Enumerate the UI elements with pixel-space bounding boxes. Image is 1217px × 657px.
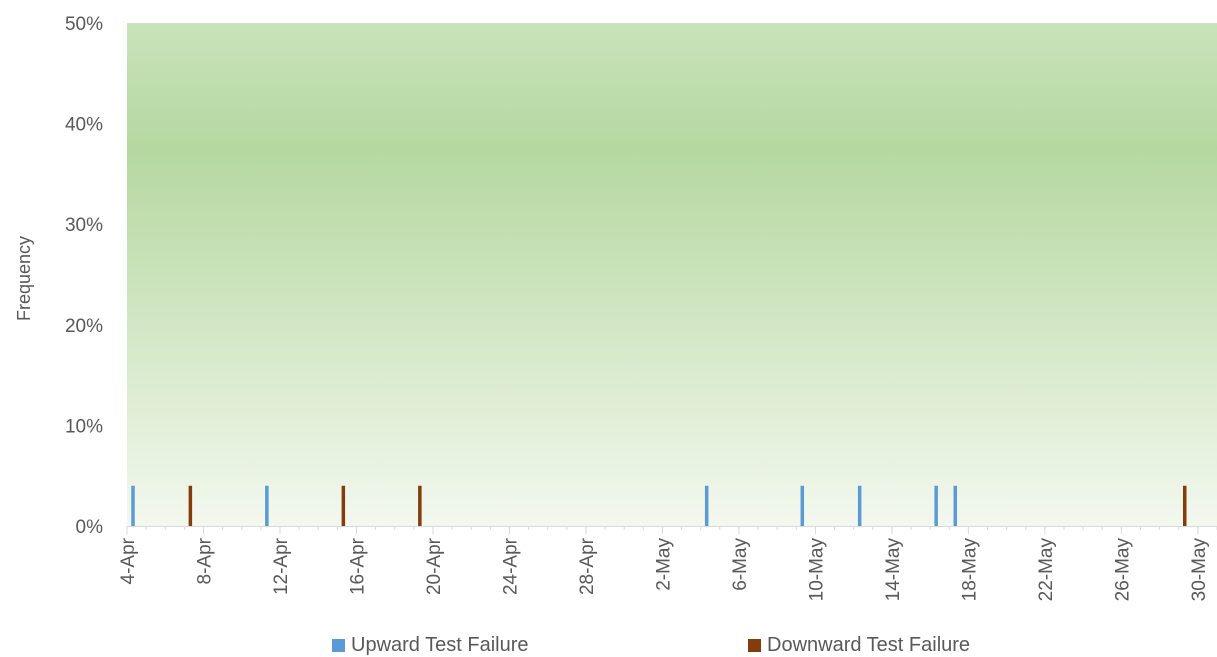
y-axis: 0% 10% 20% 30% 40% 50% [65, 14, 103, 538]
bar-upward-failure [704, 485, 709, 526]
x-tick-label: 10-May [806, 538, 827, 602]
x-tick-label: 16-Apr [347, 537, 368, 595]
plot-area-background [127, 23, 1217, 526]
x-tick-label: 30-May [1189, 538, 1210, 602]
y-tick-label: 50% [65, 14, 103, 35]
x-tick-label: 26-May [1112, 538, 1133, 602]
y-axis-label: Frequency [14, 236, 34, 321]
legend-item-upward: Upward Test Failure [332, 634, 528, 657]
bar-upward-failure [265, 485, 269, 526]
y-tick-label: 20% [65, 316, 103, 337]
bar-upward-failure [800, 485, 805, 526]
y-tick-label: 10% [65, 416, 103, 437]
legend-swatch-upward [332, 639, 345, 652]
legend-item-downward: Downward Test Failure [748, 634, 970, 657]
x-tick-label: 4-Apr [118, 537, 139, 584]
bar-upward-failure [857, 485, 862, 526]
bar-downward-failure [188, 485, 193, 526]
x-tick-label: 24-Apr [500, 537, 521, 595]
x-tick-label: 6-May [730, 538, 751, 591]
x-axis: 4-Apr 8-Apr 12-Apr 16-Apr 20-Apr 24-Apr 28-Apr… [118, 526, 1217, 601]
y-tick-label: 40% [65, 115, 103, 136]
x-tick-label: 12-Apr [271, 537, 292, 595]
bar-upward-failure [131, 485, 135, 526]
bar-upward-failure [953, 485, 958, 526]
x-tick-label: 22-May [1036, 538, 1057, 602]
legend: Upward Test Failure Downward Test Failur… [0, 630, 1217, 656]
bar-downward-failure [1183, 485, 1187, 526]
x-tick-label: 18-May [959, 538, 980, 602]
x-tick-label: 8-Apr [194, 537, 215, 584]
legend-label-downward: Downward Test Failure [767, 634, 971, 656]
x-tick-label: 28-Apr [577, 537, 598, 595]
x-tick-label: 2-May [653, 538, 674, 591]
bar-downward-failure [418, 485, 422, 526]
y-tick-label: 30% [65, 215, 103, 236]
legend-swatch-downward [748, 639, 761, 652]
legend-label-upward: Upward Test Failure [351, 634, 529, 656]
bar-downward-failure [341, 485, 346, 526]
bar-upward-failure [934, 485, 938, 526]
x-tick-label: 14-May [883, 538, 904, 602]
y-tick-label: 0% [76, 517, 104, 538]
x-tick-label: 20-Apr [424, 537, 445, 595]
bars [131, 485, 1187, 526]
